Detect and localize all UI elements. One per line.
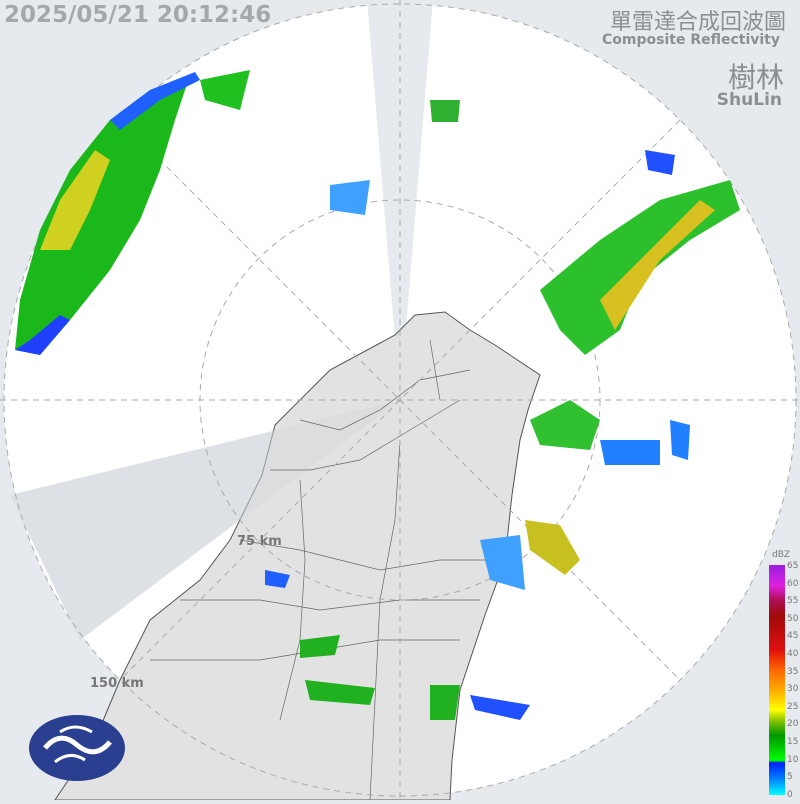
cwa-logo: [29, 715, 125, 781]
legend-tick: 50: [787, 613, 799, 624]
legend-tick: 0: [787, 789, 793, 800]
legend-tick: 30: [787, 684, 799, 695]
legend-tick: 10: [787, 754, 799, 765]
ring-label-150: 150 km: [90, 676, 144, 691]
title-en: Composite Reflectivity: [602, 32, 780, 48]
county-borders: [150, 339, 500, 801]
legend-tick: 25: [787, 701, 799, 712]
legend-tick: 65: [787, 561, 799, 571]
legend-tick: 60: [787, 578, 799, 589]
ring-label-75: 75 km: [237, 534, 282, 549]
legend-tick: 45: [787, 631, 799, 642]
title-zh: 單雷達合成回波圖: [609, 10, 786, 35]
station-en: ShuLin: [716, 90, 782, 110]
color-legend: [769, 565, 785, 795]
legend-tick: 20: [787, 719, 799, 730]
legend-unit: dBZ: [772, 550, 791, 560]
legend-tick: 5: [787, 772, 793, 783]
station-zh: 樹林: [727, 61, 784, 94]
blocked-overlay: [10, 400, 400, 640]
legend-tick: 40: [787, 649, 799, 659]
radar-echoes: [15, 70, 740, 720]
legend-tick: 35: [787, 666, 799, 677]
legend-tick: 55: [787, 596, 799, 607]
timestamp: 2025/05/21 20:12:46: [4, 2, 272, 28]
legend-tick: 15: [787, 737, 799, 747]
